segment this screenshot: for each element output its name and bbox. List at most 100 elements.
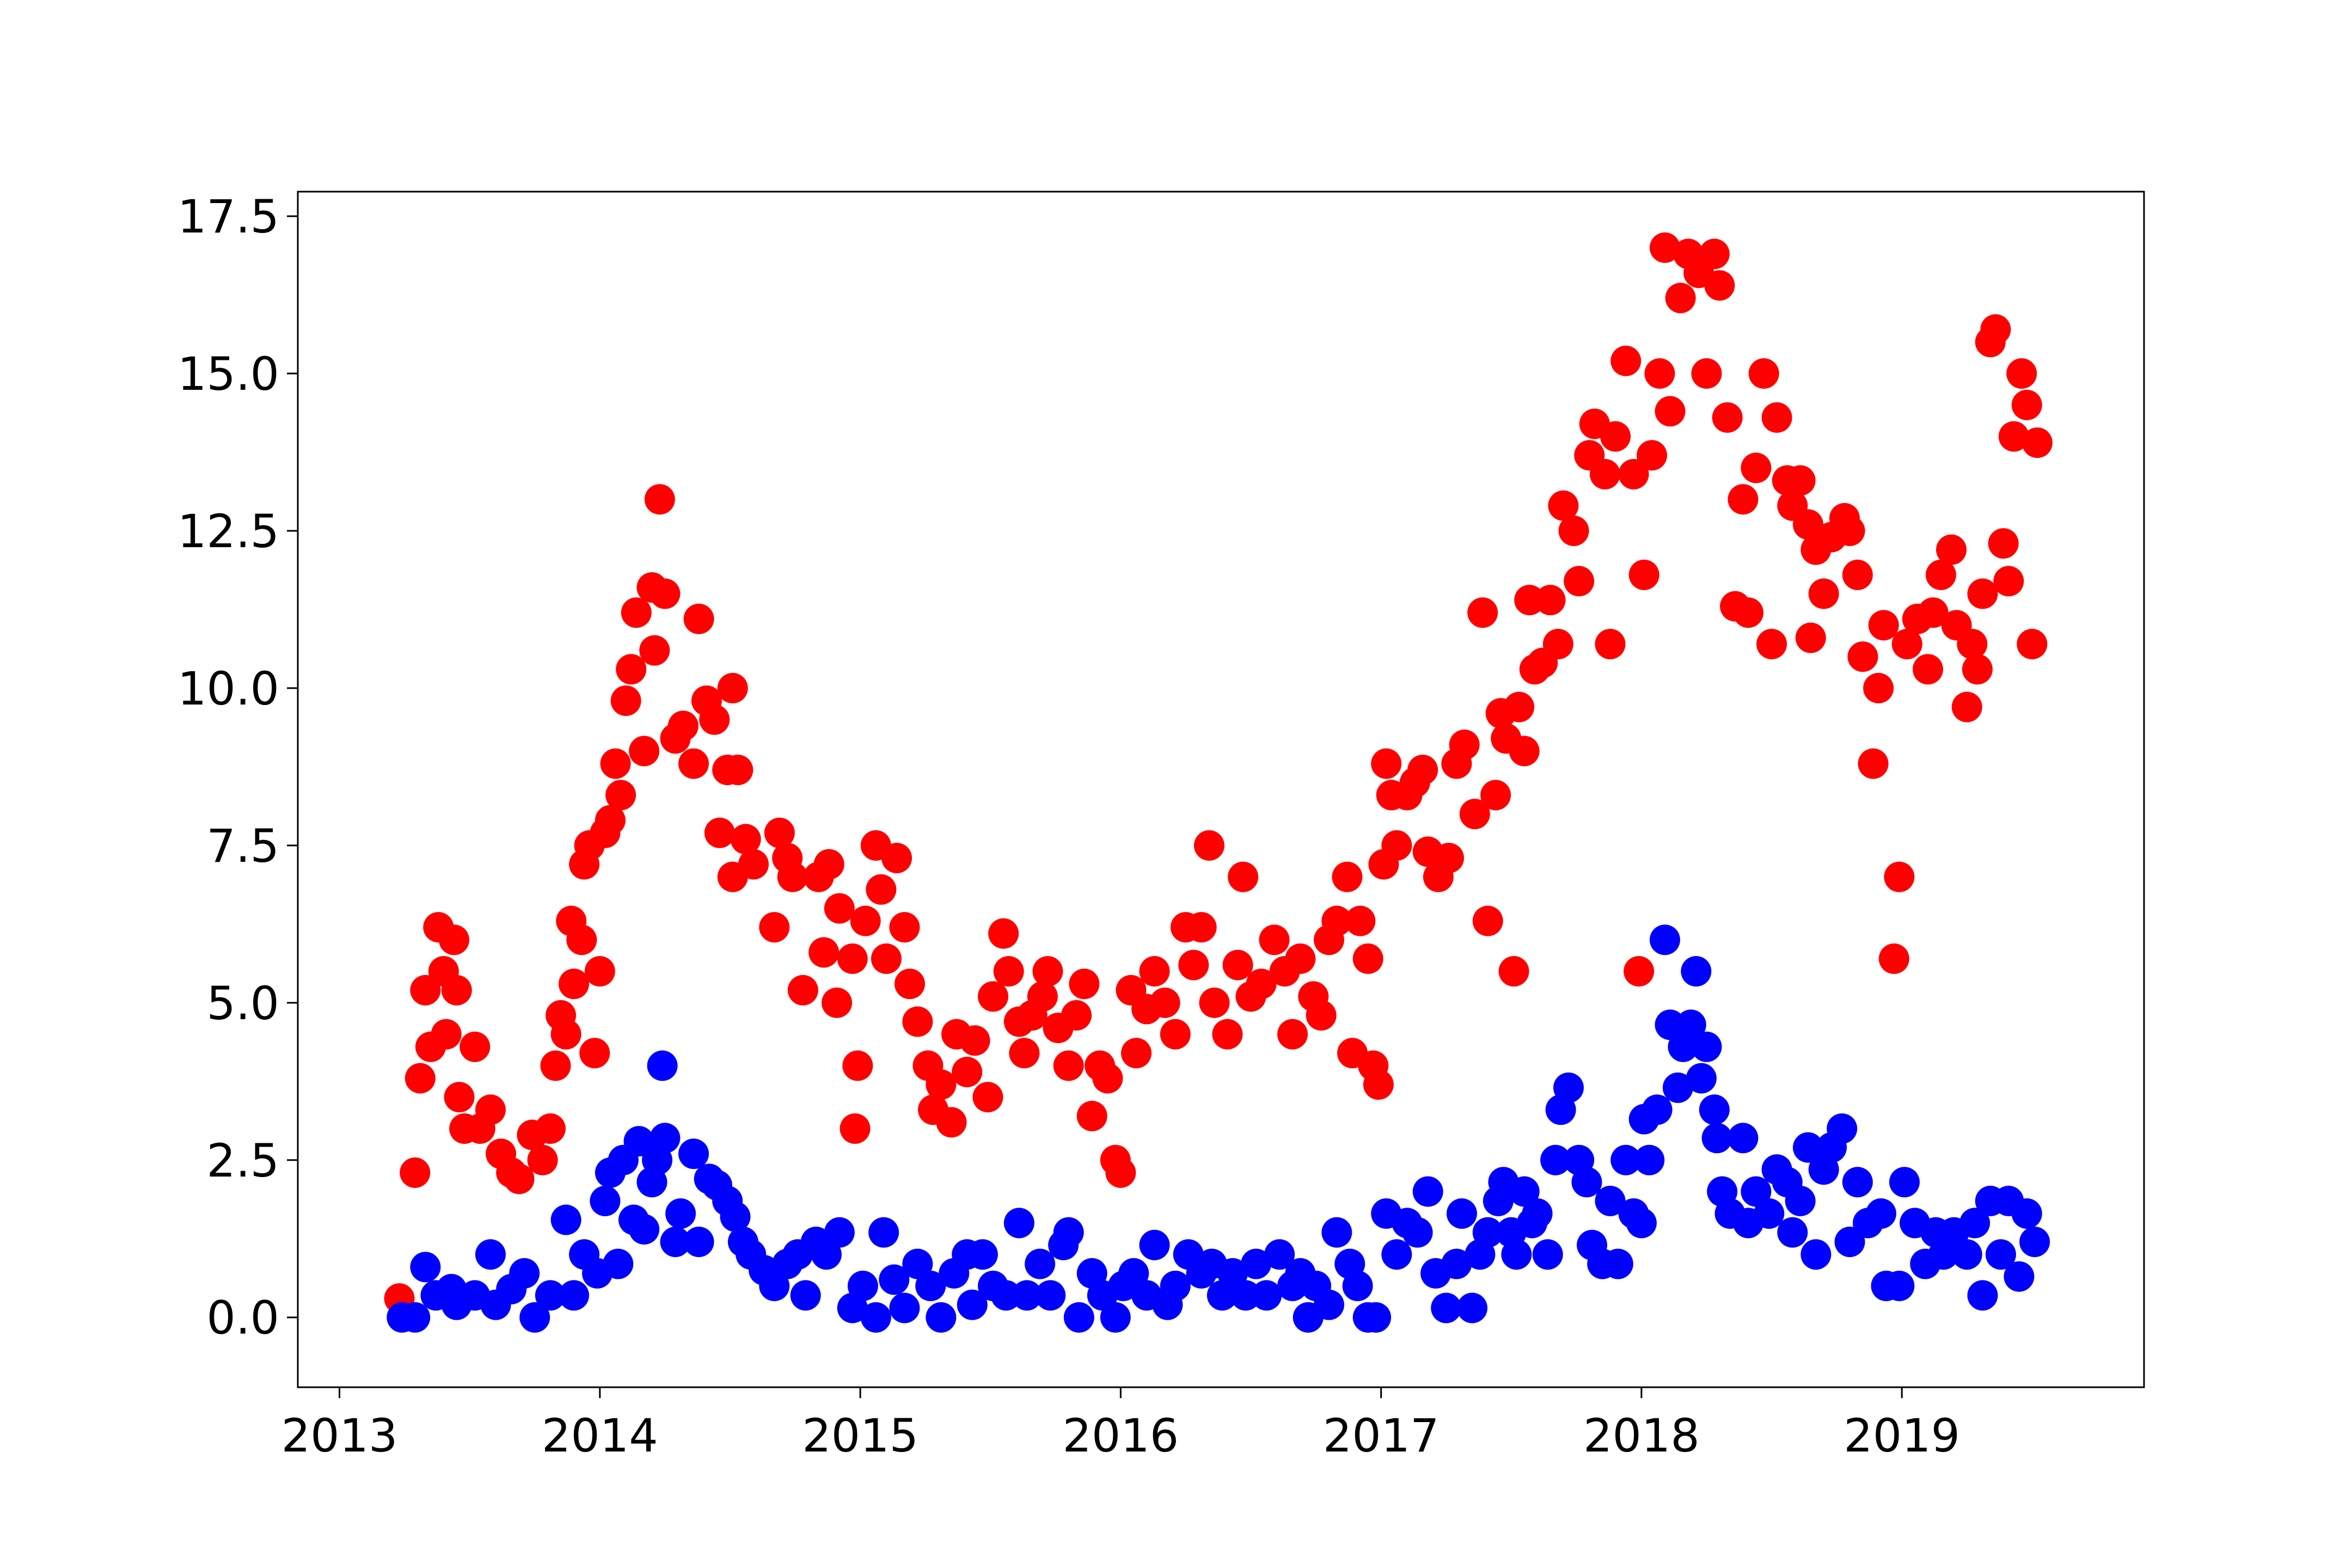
point <box>475 1239 506 1270</box>
point <box>915 1270 946 1301</box>
point <box>1535 585 1566 616</box>
point <box>1691 358 1722 389</box>
point <box>1472 1217 1503 1248</box>
point <box>1321 905 1352 936</box>
point <box>1644 358 1675 389</box>
point <box>1063 1302 1094 1333</box>
point <box>558 969 589 1000</box>
point <box>1548 490 1579 521</box>
point <box>1800 1239 1832 1270</box>
point <box>1980 314 2011 345</box>
point <box>1092 1063 1123 1094</box>
point <box>405 1063 436 1094</box>
point <box>1501 1239 1532 1270</box>
point <box>1699 1094 1730 1125</box>
point <box>2019 1227 2050 1258</box>
point <box>1003 1208 1034 1239</box>
point <box>1686 1063 1717 1094</box>
point <box>2011 389 2042 420</box>
point <box>1431 1293 1462 1324</box>
point <box>1467 597 1498 628</box>
point <box>1121 1038 1152 1069</box>
point <box>699 704 730 735</box>
point <box>1345 905 1376 936</box>
point <box>504 1163 535 1195</box>
y-tick-label: 10.0 <box>177 662 279 715</box>
point <box>1957 629 1988 660</box>
point <box>1251 1280 1282 1311</box>
point <box>952 1056 983 1087</box>
point <box>550 1019 581 1050</box>
point <box>639 635 670 666</box>
point <box>579 1038 610 1069</box>
point <box>1449 729 1480 760</box>
point <box>1865 1198 1896 1229</box>
point <box>1441 1248 1472 1279</box>
x-tick-label: 2016 <box>1062 1409 1179 1462</box>
point <box>683 1227 714 1258</box>
point <box>1363 1069 1394 1100</box>
point <box>1868 610 1899 641</box>
point <box>957 1289 988 1320</box>
point <box>1053 1050 1084 1081</box>
point <box>1681 956 1712 987</box>
point <box>1313 1289 1344 1320</box>
point <box>993 956 1024 987</box>
point <box>720 1201 751 1232</box>
point <box>629 1214 660 1245</box>
point <box>1610 1144 1641 1175</box>
point <box>1967 1280 1998 1311</box>
point <box>1076 1100 1107 1131</box>
point <box>1785 465 1816 496</box>
point <box>1704 270 1735 301</box>
y-tick-label: 2.5 <box>206 1134 279 1187</box>
point <box>1381 1239 1412 1270</box>
point <box>1878 943 1909 974</box>
point <box>1228 861 1259 892</box>
axes-frame <box>297 191 2145 1388</box>
point <box>824 1217 855 1248</box>
point <box>1918 597 1949 628</box>
point <box>889 1293 920 1324</box>
point <box>1741 452 1772 483</box>
point <box>1595 629 1626 660</box>
point <box>1925 559 1956 590</box>
point <box>1498 956 1529 987</box>
point <box>1967 578 1998 609</box>
point <box>1352 943 1383 974</box>
point <box>790 1280 821 1311</box>
point <box>1655 396 1686 427</box>
point <box>1649 232 1680 263</box>
point <box>1472 905 1503 936</box>
point <box>1025 1248 1056 1279</box>
point <box>535 1280 566 1311</box>
point <box>813 849 844 880</box>
point <box>1532 1239 1563 1270</box>
point <box>410 975 441 1006</box>
point <box>535 1113 566 1144</box>
y-tick-label: 15.0 <box>177 347 279 401</box>
point <box>871 943 902 974</box>
point <box>1634 1144 1665 1175</box>
point <box>558 1280 589 1311</box>
point <box>1936 534 1967 565</box>
point <box>837 943 868 974</box>
point <box>1628 559 1659 590</box>
point <box>1913 654 1944 685</box>
point <box>1699 238 1730 270</box>
point <box>1600 421 1631 452</box>
point <box>1827 1113 1858 1144</box>
point <box>1754 1198 1785 1229</box>
point <box>902 1006 933 1037</box>
point <box>1665 283 1696 314</box>
point <box>1884 861 1915 892</box>
point <box>1193 830 1224 861</box>
point <box>1139 956 1170 987</box>
point <box>868 1217 899 1248</box>
point <box>1222 950 1253 981</box>
point <box>842 1050 873 1081</box>
x-tick-label: 2013 <box>281 1409 398 1462</box>
point <box>1139 1229 1170 1260</box>
point <box>1626 1208 1657 1239</box>
point <box>1858 748 1889 779</box>
